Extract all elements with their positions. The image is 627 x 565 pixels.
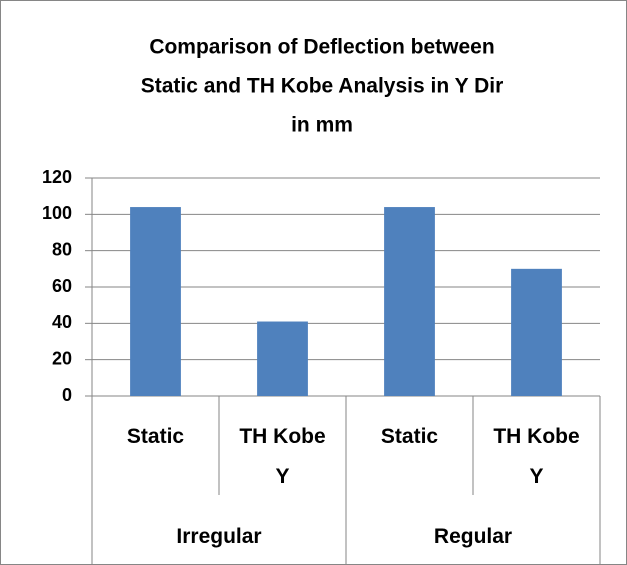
x-tick-label: TH Kobe Y xyxy=(493,425,580,488)
y-tick-label: 60 xyxy=(52,276,72,296)
y-tick-label: 120 xyxy=(42,167,72,187)
x-tick-label: Static xyxy=(380,425,439,448)
y-tick-label: 0 xyxy=(62,385,72,405)
bar xyxy=(130,207,181,396)
y-tick-label: 40 xyxy=(52,312,72,332)
x-tick-label: Static xyxy=(126,425,185,448)
bar xyxy=(384,207,435,396)
chart-title: Comparison of Deflection between xyxy=(149,36,494,59)
x-tick-label: TH Kobe Y xyxy=(239,425,326,488)
group-label: Irregular xyxy=(176,525,262,548)
y-tick-label: 20 xyxy=(52,348,72,368)
group-label: Regular xyxy=(433,525,513,548)
bar xyxy=(511,268,562,396)
chart-title: in mm xyxy=(291,114,353,137)
chart-title: Static and TH Kobe Analysis in Y Dir xyxy=(141,75,504,98)
y-tick-label: 80 xyxy=(52,239,72,259)
bar xyxy=(257,321,308,396)
y-tick-label: 100 xyxy=(42,203,72,223)
